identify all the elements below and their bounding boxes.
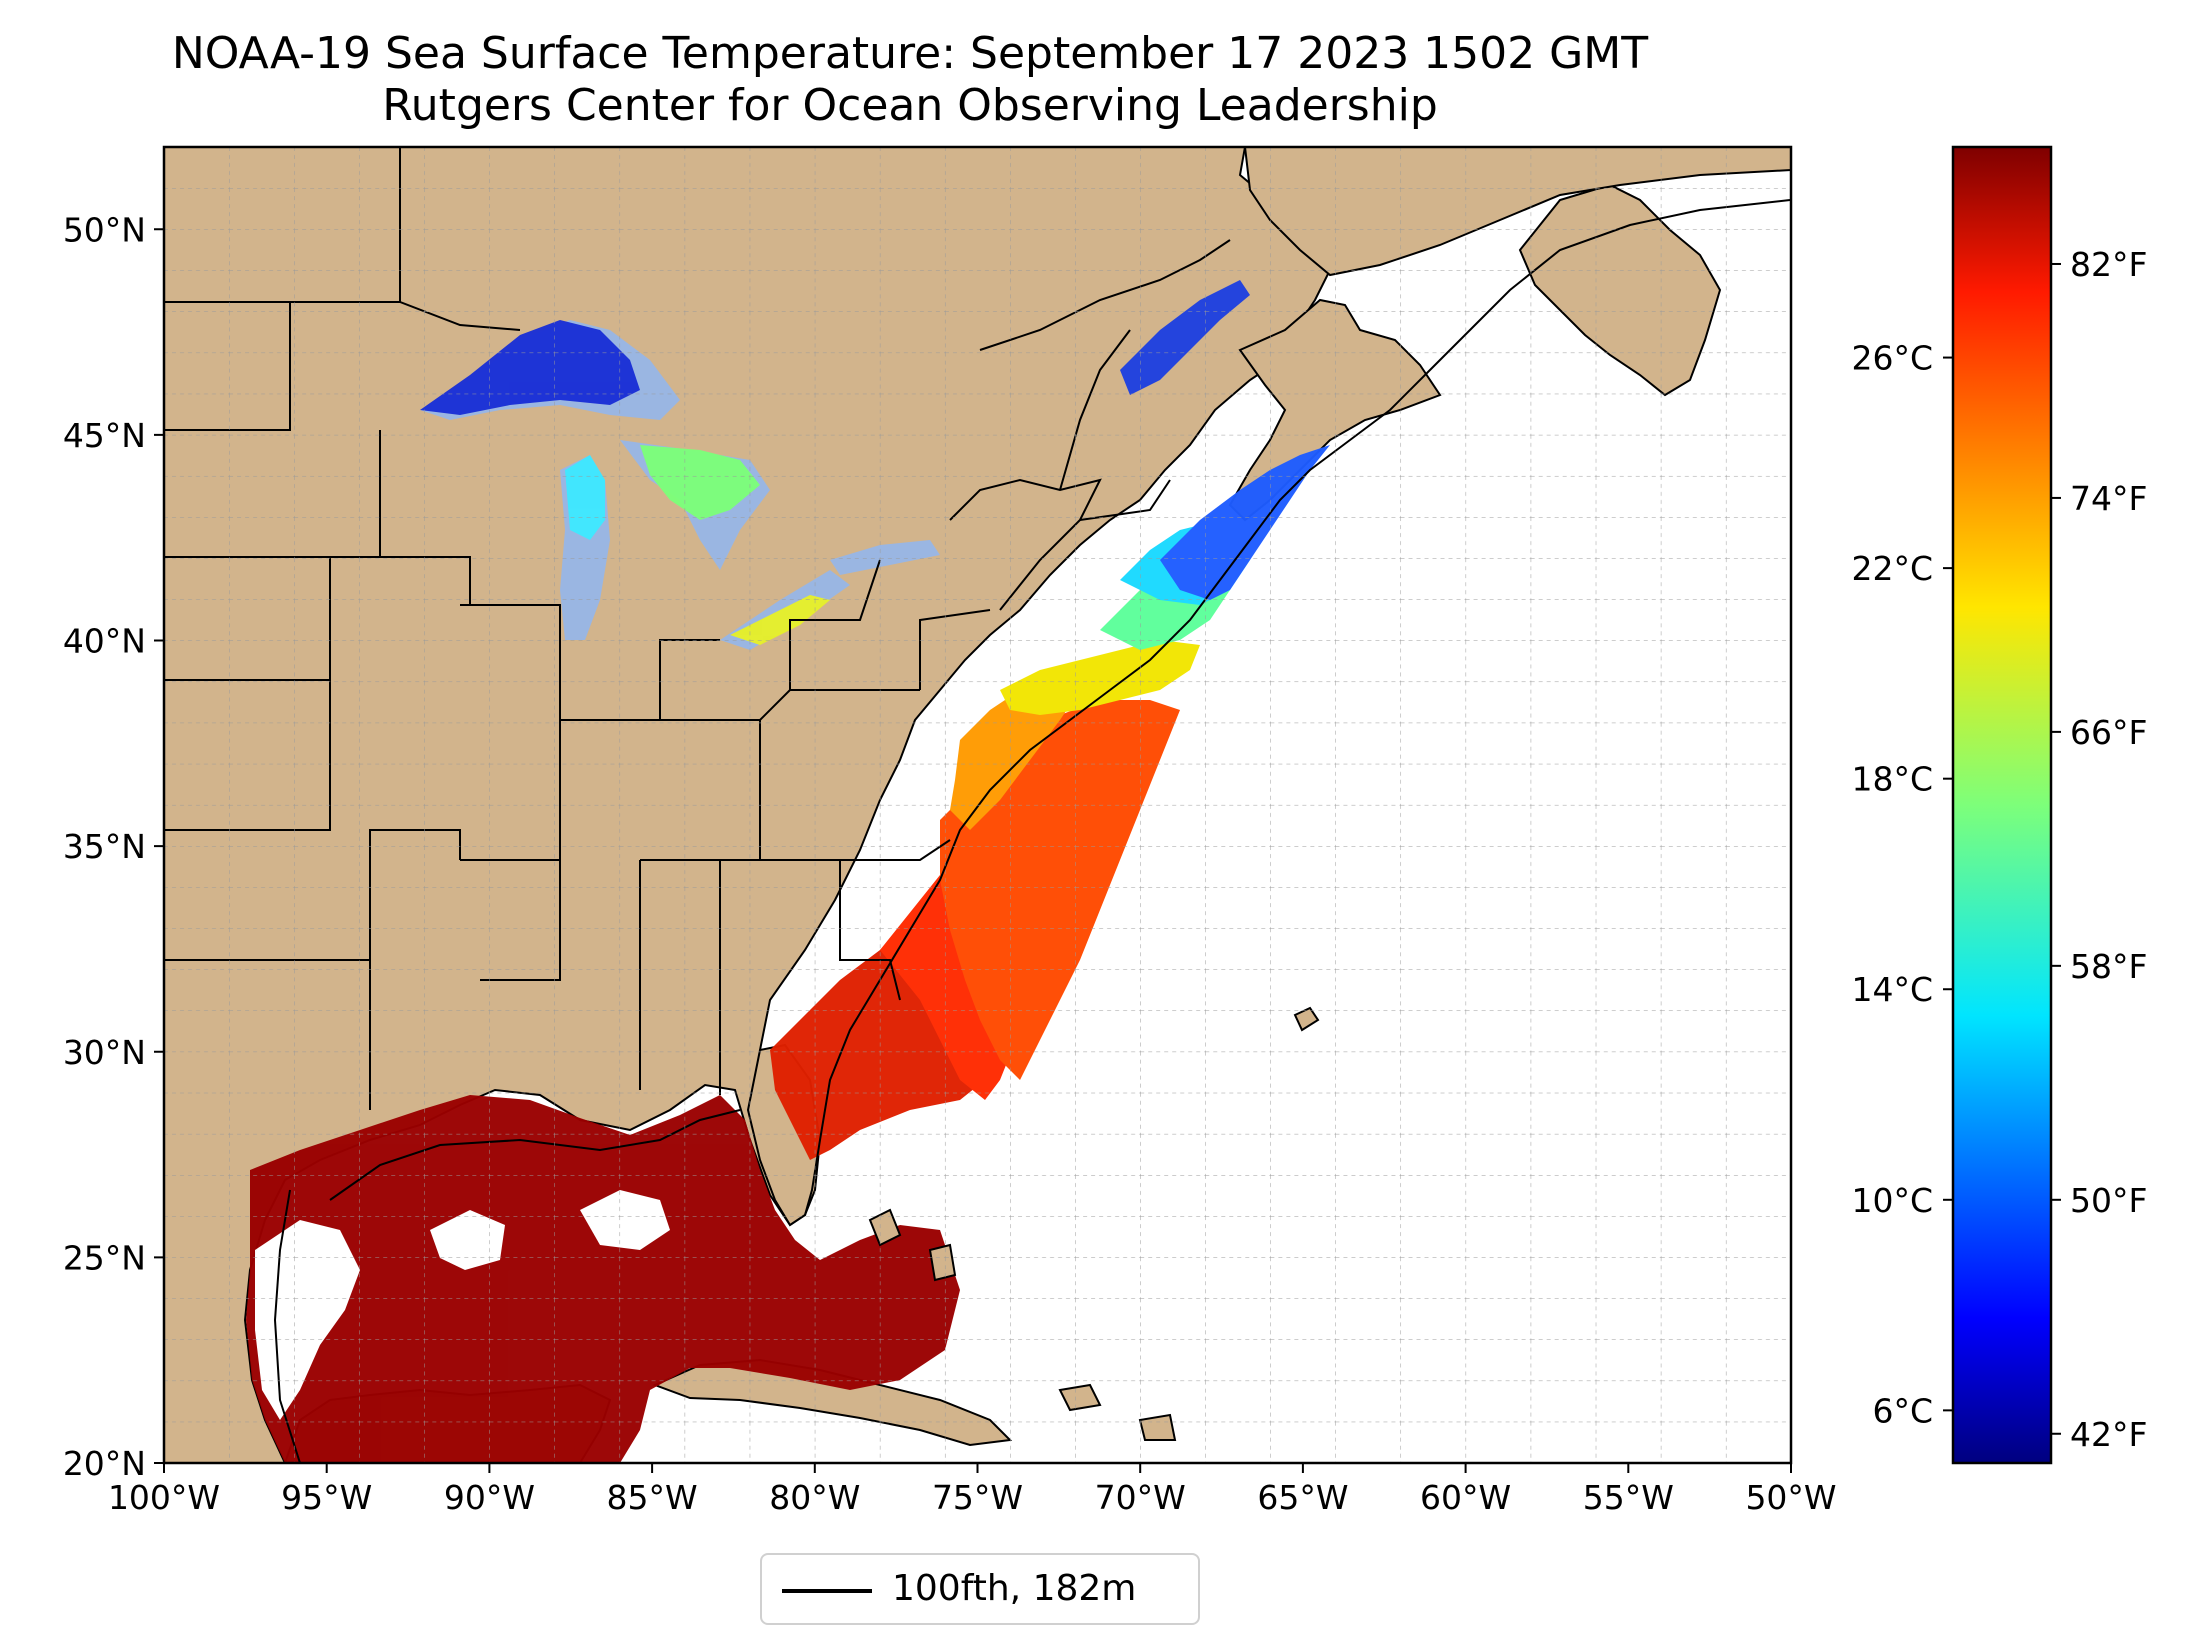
x-tick-label: 50°W (1745, 1478, 1836, 1517)
y-tick-label: 45°N (63, 416, 146, 455)
y-tick-label: 30°N (63, 1033, 146, 1072)
colorbar: 6°C 10°C 14°C 18°C 22°C 26°C 42°F 50°F 58°F 66°F… (1851, 145, 2147, 1465)
colorbar-fahrenheit-label: 42°F (2070, 1415, 2147, 1454)
map-panel (164, 147, 1791, 1463)
legend: 100fth, 182m (760, 1553, 1200, 1625)
map-gridlines (164, 147, 1791, 1463)
y-tick-label: 35°N (63, 827, 146, 866)
x-tick-label: 100°W (108, 1478, 220, 1517)
chart-title: NOAA-19 Sea Surface Temperature: Septemb… (171, 28, 1649, 79)
colorbar-celsius-label: 18°C (1851, 760, 1933, 799)
x-tick-label: 65°W (1257, 1478, 1348, 1517)
colorbar-celsius-label: 6°C (1872, 1391, 1933, 1430)
colorbar-celsius-label: 14°C (1851, 970, 1933, 1009)
colorbar-celsius-label: 26°C (1851, 339, 1933, 378)
y-tick-label: 25°N (63, 1238, 146, 1277)
x-tick-label: 55°W (1583, 1478, 1674, 1517)
colorbar-fahrenheit-label: 82°F (2070, 245, 2147, 284)
colorbar-celsius-label: 22°C (1851, 549, 1933, 588)
x-tick-label: 85°W (607, 1478, 698, 1517)
chart-subtitle: Rutgers Center for Ocean Observing Leade… (382, 80, 1438, 131)
x-tick-label: 90°W (444, 1478, 535, 1517)
x-axis: 100°W 95°W 90°W 85°W 80°W 75°W 70°W 65°W 60°W 55°… (108, 1463, 1837, 1517)
colorbar-fahrenheit-label: 74°F (2070, 479, 2147, 518)
x-tick-label: 75°W (932, 1478, 1023, 1517)
colorbar-celsius-axis: 6°C 10°C 14°C 18°C 22°C 26°C (1851, 339, 1953, 1430)
y-tick-label: 50°N (63, 210, 146, 249)
colorbar-fahrenheit-label: 66°F (2070, 713, 2147, 752)
colorbar-gradient (1951, 145, 2053, 1465)
legend-label: 100fth, 182m (892, 1568, 1137, 1609)
x-tick-label: 80°W (769, 1478, 860, 1517)
colorbar-celsius-label: 10°C (1851, 1181, 1933, 1220)
colorbar-fahrenheit-axis: 42°F 50°F 58°F 66°F 74°F 82°F (2051, 245, 2147, 1454)
y-axis: 20°N 25°N 30°N 35°N 40°N 45°N 50°N (63, 210, 164, 1483)
x-tick-label: 60°W (1420, 1478, 1511, 1517)
y-tick-label: 40°N (63, 622, 146, 661)
colorbar-fahrenheit-label: 50°F (2070, 1181, 2147, 1220)
legend-line-swatch (782, 1589, 872, 1593)
y-tick-label: 20°N (63, 1444, 146, 1483)
x-tick-label: 70°W (1095, 1478, 1186, 1517)
x-tick-label: 95°W (281, 1478, 372, 1517)
colorbar-fahrenheit-label: 58°F (2070, 947, 2147, 986)
